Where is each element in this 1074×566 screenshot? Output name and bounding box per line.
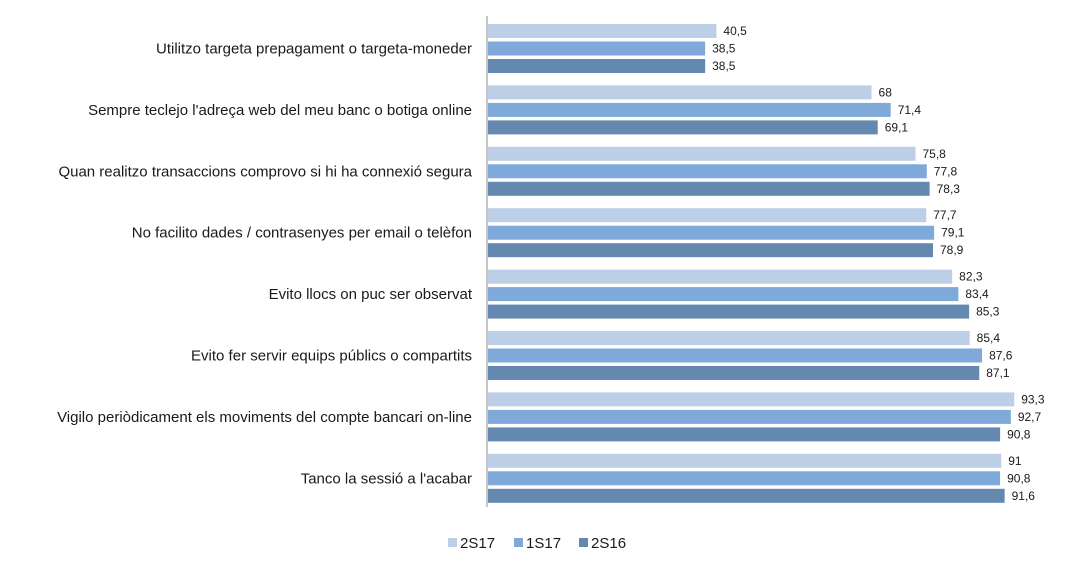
value-label-2s17-3: 77,7	[933, 208, 957, 222]
value-label-2s17-1: 68	[879, 85, 893, 99]
bar-2s17-5	[488, 331, 970, 345]
bar-2s17-1	[488, 85, 872, 100]
bar-2s17-4	[488, 269, 953, 284]
legend-label-1s17: 1S17	[526, 535, 561, 552]
value-label-2s16-3: 78,9	[940, 243, 964, 257]
bar-2s16-0	[488, 59, 706, 73]
bar-2s17-6	[488, 392, 1015, 407]
bar-2s16-6	[488, 427, 1001, 442]
value-label-2s16-1: 69,1	[885, 120, 909, 134]
bar-2s16-3	[488, 243, 933, 258]
bar-1s17-5	[488, 348, 983, 363]
value-label-2s16-7: 91,6	[1012, 489, 1036, 503]
value-label-2s17-0: 40,5	[723, 24, 747, 38]
legend-swatch-2s16	[579, 538, 588, 547]
value-label-1s17-3: 79,1	[941, 226, 965, 240]
category-label-0: Utilitzo targeta prepagament o targeta-m…	[156, 41, 472, 58]
category-label-4: Evito llocs on puc ser observat	[269, 286, 473, 303]
bar-2s16-1	[488, 120, 878, 135]
bar-1s17-1	[488, 102, 891, 117]
value-label-2s17-7: 91	[1008, 454, 1022, 468]
category-label-3: No facilito dades / contrasenyes per ema…	[132, 225, 472, 242]
value-label-2s16-0: 38,5	[712, 59, 736, 73]
legend-label-2s17: 2S17	[460, 535, 495, 552]
value-label-2s17-2: 75,8	[923, 147, 947, 161]
bar-2s17-2	[488, 146, 916, 161]
bars-group	[488, 24, 1015, 503]
value-labels-group: 40,5 38,5 38,5 68 71,4 69,1 75,8 77,8 78,3 77,7 79…	[712, 24, 1045, 503]
value-label-1s17-7: 90,8	[1007, 471, 1031, 485]
value-label-1s17-2: 77,8	[934, 164, 958, 178]
bar-2s17-7	[488, 453, 1002, 468]
value-label-2s17-6: 93,3	[1021, 392, 1045, 406]
bar-2s17-0	[488, 24, 717, 38]
bar-2s16-2	[488, 181, 930, 196]
category-label-7: Tanco la sessió a l'acabar	[301, 470, 472, 487]
bar-2s17-3	[488, 208, 927, 223]
bar-1s17-7	[488, 471, 1001, 486]
legend: 2S17 1S17 2S16	[448, 535, 626, 552]
bar-2s16-5	[488, 366, 980, 380]
bar-1s17-3	[488, 225, 935, 240]
value-label-1s17-5: 87,6	[989, 349, 1013, 363]
bar-2s16-4	[488, 304, 970, 319]
value-label-1s17-4: 83,4	[965, 287, 989, 301]
value-label-2s17-4: 82,3	[959, 270, 983, 284]
legend-swatch-2s17	[448, 538, 457, 547]
value-label-2s16-6: 90,8	[1007, 427, 1031, 441]
category-label-2: Quan realitzo transaccions comprovo si h…	[58, 163, 472, 180]
bar-2s16-7	[488, 488, 1005, 503]
category-labels-group: Utilitzo targeta prepagament o targeta-m…	[57, 41, 473, 488]
value-label-2s16-4: 85,3	[976, 305, 1000, 319]
legend-label-2s16: 2S16	[591, 535, 626, 552]
category-label-5: Evito fer servir equips públics o compar…	[191, 348, 472, 365]
bar-1s17-2	[488, 164, 927, 179]
value-label-2s16-5: 87,1	[986, 366, 1010, 380]
category-label-1: Sempre teclejo l'adreça web del meu banc…	[88, 102, 472, 119]
bar-1s17-4	[488, 287, 959, 302]
bar-1s17-6	[488, 409, 1011, 424]
bar-1s17-0	[488, 41, 706, 56]
legend-swatch-1s17	[514, 538, 523, 547]
value-label-2s17-5: 85,4	[977, 331, 1001, 345]
category-label-6: Vigilo periòdicament els moviments del c…	[57, 409, 472, 426]
value-label-1s17-6: 92,7	[1018, 410, 1042, 424]
value-label-1s17-1: 71,4	[898, 103, 922, 117]
value-label-1s17-0: 38,5	[712, 42, 736, 56]
value-label-2s16-2: 78,3	[937, 182, 961, 196]
